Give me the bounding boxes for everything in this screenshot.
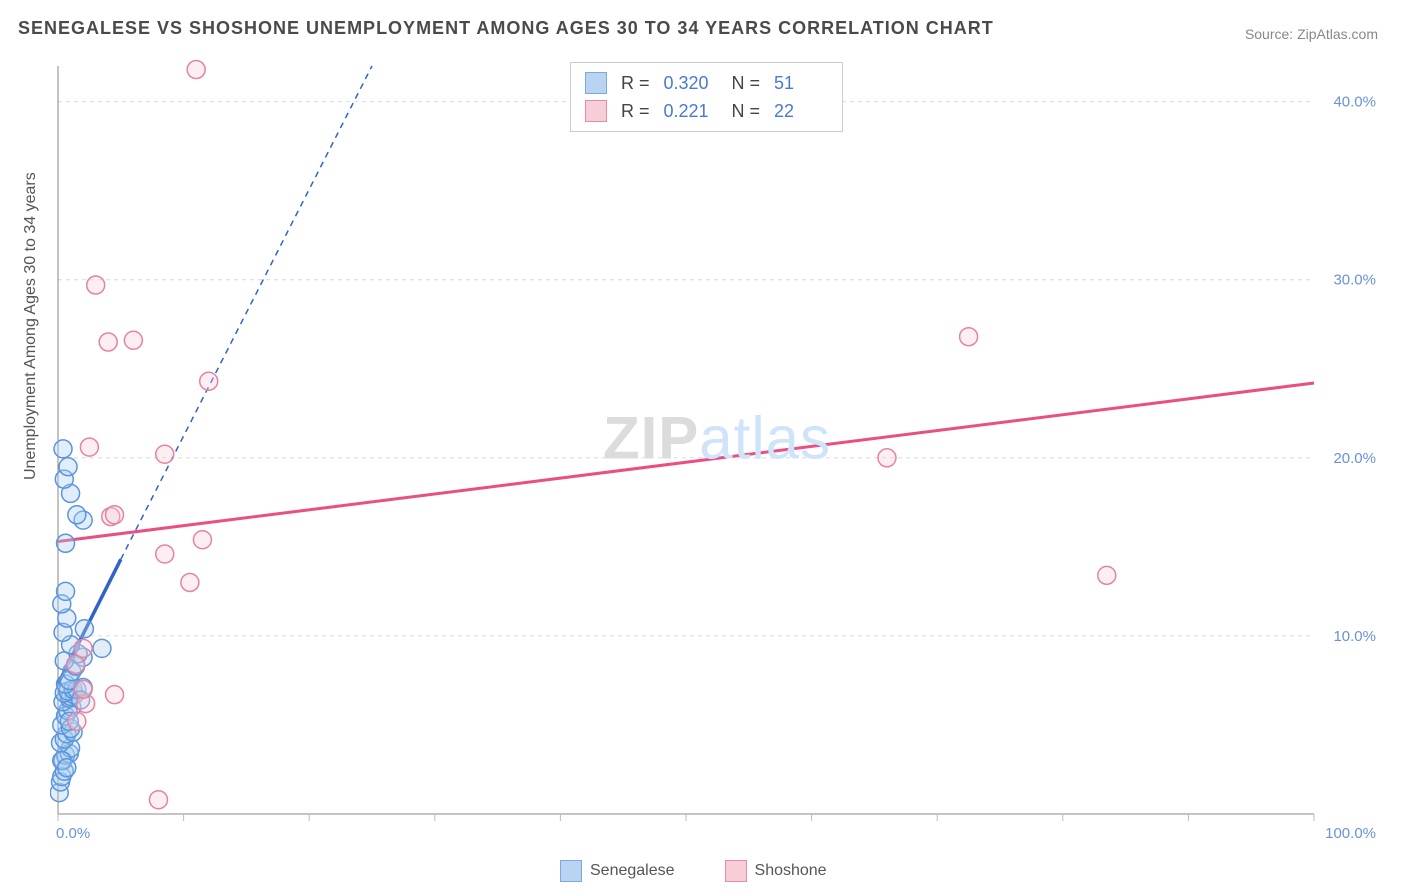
series-legend: Senegalese Shoshone bbox=[560, 860, 827, 882]
y-axis-label: Unemployment Among Ages 30 to 34 years bbox=[22, 172, 40, 480]
plot-area: 10.0%20.0%30.0%40.0%0.0%100.0% ZIPatlas bbox=[50, 58, 1384, 850]
svg-text:0.0%: 0.0% bbox=[56, 825, 90, 842]
legend-label-shoshone: Shoshone bbox=[755, 862, 827, 879]
stats-row-senegalese: R = 0.320 N = 51 bbox=[585, 69, 828, 97]
chart-title: SENEGALESE VS SHOSHONE UNEMPLOYMENT AMON… bbox=[18, 18, 994, 39]
legend-item-shoshone: Shoshone bbox=[725, 860, 827, 882]
plot-svg: 10.0% 20.0% 30.0% 40.0% 0.0% 100.0% bbox=[50, 58, 1384, 850]
stats-legend: R = 0.320 N = 51 R = 0.221 N = 22 bbox=[570, 62, 843, 132]
svg-text:40.0%: 40.0% bbox=[1333, 94, 1376, 111]
r-label: R = bbox=[621, 73, 650, 94]
n-label: N = bbox=[732, 101, 761, 122]
swatch-shoshone bbox=[725, 860, 747, 882]
r-label: R = bbox=[621, 101, 650, 122]
svg-text:10.0%: 10.0% bbox=[1333, 628, 1376, 645]
svg-text:20.0%: 20.0% bbox=[1333, 450, 1376, 467]
swatch-shoshone bbox=[585, 100, 607, 122]
svg-text:30.0%: 30.0% bbox=[1333, 272, 1376, 289]
swatch-senegalese bbox=[585, 72, 607, 94]
n-label: N = bbox=[732, 73, 761, 94]
stats-row-shoshone: R = 0.221 N = 22 bbox=[585, 97, 828, 125]
n-value-senegalese: 51 bbox=[774, 73, 828, 94]
n-value-shoshone: 22 bbox=[774, 101, 828, 122]
legend-label-senegalese: Senegalese bbox=[590, 862, 675, 879]
legend-item-senegalese: Senegalese bbox=[560, 860, 675, 882]
r-value-senegalese: 0.320 bbox=[664, 73, 718, 94]
r-value-shoshone: 0.221 bbox=[664, 101, 718, 122]
svg-text:100.0%: 100.0% bbox=[1325, 825, 1376, 842]
source-name[interactable]: ZipAtlas.com bbox=[1297, 26, 1378, 42]
correlation-chart: SENEGALESE VS SHOSHONE UNEMPLOYMENT AMON… bbox=[0, 0, 1406, 892]
swatch-senegalese bbox=[560, 860, 582, 882]
source-prefix: Source: bbox=[1245, 26, 1297, 42]
source-attribution: Source: ZipAtlas.com bbox=[1245, 26, 1378, 42]
